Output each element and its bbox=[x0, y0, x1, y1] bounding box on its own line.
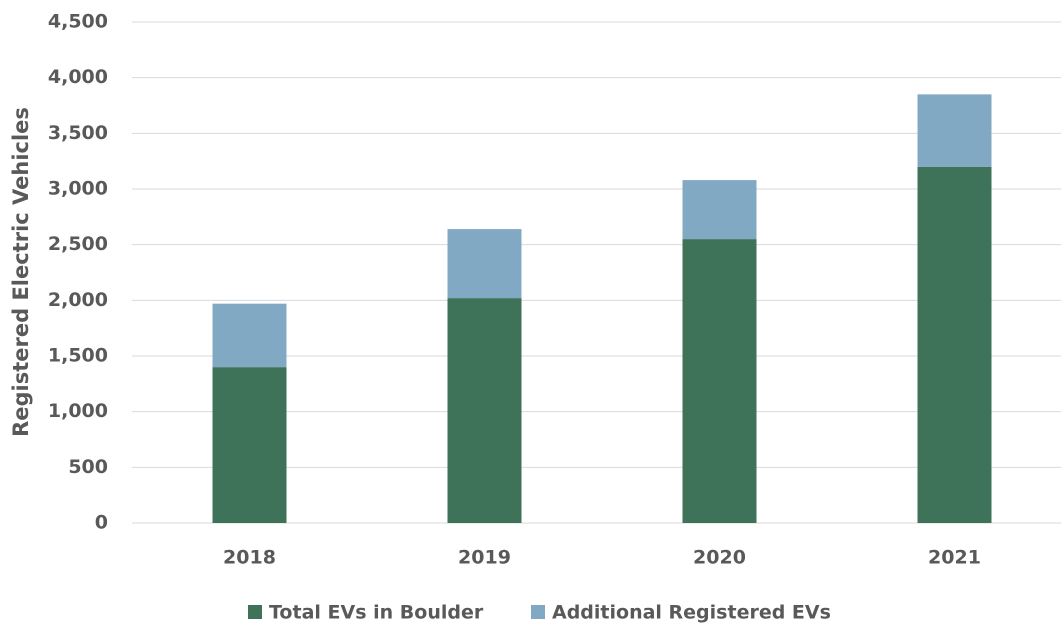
bar-segment bbox=[212, 303, 287, 368]
y-tick-label: 2,500 bbox=[48, 233, 108, 255]
y-tick-label: 0 bbox=[95, 512, 108, 534]
bar-segment bbox=[447, 298, 522, 523]
bar-segment bbox=[682, 239, 757, 523]
y-tick-label: 1,000 bbox=[48, 400, 108, 422]
bar-segment bbox=[917, 94, 992, 167]
legend-label: Total EVs in Boulder bbox=[269, 602, 484, 624]
y-tick-label: 3,500 bbox=[48, 122, 108, 144]
legend-swatch bbox=[531, 605, 545, 619]
y-tick-label: 500 bbox=[68, 456, 108, 478]
y-tick-label: 2,000 bbox=[48, 289, 108, 311]
x-tick-label: 2021 bbox=[928, 547, 981, 569]
x-tick-label: 2020 bbox=[693, 547, 746, 569]
y-tick-label: 4,000 bbox=[48, 66, 108, 88]
bar-segment bbox=[917, 166, 992, 523]
y-tick-label: 1,500 bbox=[48, 345, 108, 367]
bar-segment bbox=[682, 180, 757, 240]
x-tick-label: 2019 bbox=[458, 547, 511, 569]
bar-segment bbox=[212, 367, 287, 523]
legend-swatch bbox=[248, 605, 262, 619]
y-tick-label: 4,500 bbox=[48, 11, 108, 33]
y-tick-label: 3,000 bbox=[48, 178, 108, 200]
bar-segment bbox=[447, 229, 522, 299]
y-axis-label: Registered Electric Vehicles bbox=[9, 107, 33, 437]
legend-label: Additional Registered EVs bbox=[552, 602, 831, 624]
x-tick-label: 2018 bbox=[223, 547, 276, 569]
